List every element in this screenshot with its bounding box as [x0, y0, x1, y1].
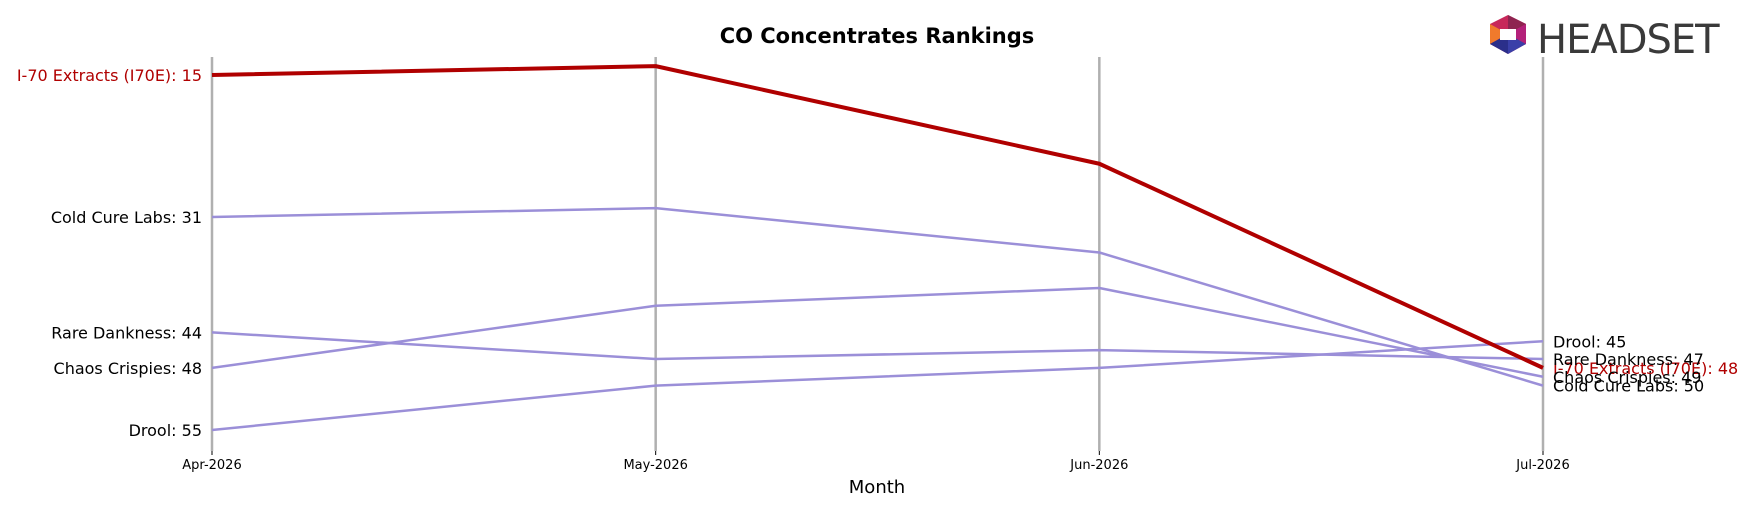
end-label-chaos-crispies: Chaos Crispies: 49	[1553, 368, 1701, 387]
start-label-cold-cure-labs: Cold Cure Labs: 31	[51, 208, 202, 227]
x-tick-label: Apr-2026	[182, 458, 241, 473]
start-label-i-70-extracts-i70e-: I-70 Extracts (I70E): 15	[17, 66, 202, 85]
chart-title: CO Concentrates Rankings	[720, 24, 1035, 48]
start-label-drool: Drool: 55	[129, 421, 202, 440]
x-axis-ticks: Apr-2026 May-2026 Jun-2026 Jul-2026	[182, 451, 1570, 473]
series-line-drool	[211, 340, 1544, 432]
end-label-rare-dankness: Rare Dankness: 47	[1553, 350, 1704, 369]
start-label-chaos-crispies: Chaos Crispies: 48	[54, 359, 202, 378]
series-line-i-70-extracts-i70e-	[211, 64, 1544, 370]
headset-hexagon-logo-icon	[1490, 15, 1526, 54]
series-line-cold-cure-labs	[211, 206, 1544, 387]
series-line-chaos-crispies	[211, 286, 1544, 378]
end-label-drool: Drool: 45	[1553, 332, 1626, 351]
x-tick-label: Jun-2026	[1069, 458, 1128, 473]
series-labels: I-70 Extracts (I70E): 15 I-70 Extracts (I…	[17, 66, 1738, 440]
end-label-i-70-extracts-i70e-: I-70 Extracts (I70E): 48	[1553, 359, 1738, 378]
x-tick-label: May-2026	[623, 458, 687, 473]
logo-text: HEADSET	[1537, 17, 1720, 63]
x-axis-label: Month	[849, 477, 905, 498]
start-label-rare-dankness: Rare Dankness: 44	[51, 323, 202, 342]
series-lines	[211, 64, 1544, 432]
end-label-cold-cure-labs: Cold Cure Labs: 50	[1553, 377, 1704, 396]
logo: HEADSET	[1490, 15, 1721, 63]
x-tick-label: Jul-2026	[1515, 458, 1569, 473]
